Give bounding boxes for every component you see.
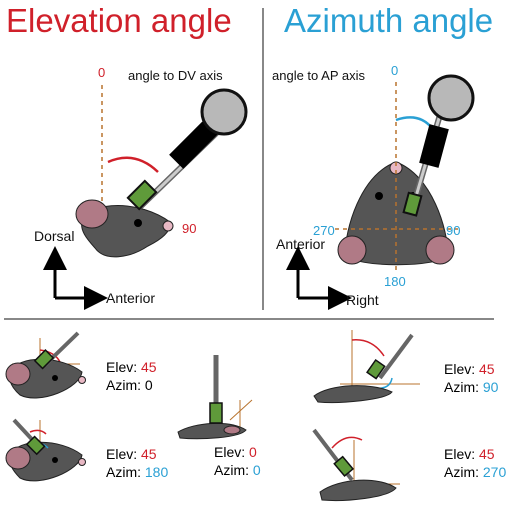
elev-label: Elev: — [106, 446, 138, 462]
elevation-zero-label: 0 — [98, 65, 106, 80]
elev-value: 45 — [141, 446, 157, 462]
azim-value: 0 — [144, 377, 153, 393]
azimuth-panel-art — [286, 74, 475, 310]
azimuth-zero-label: 0 — [391, 63, 399, 78]
azim-label: Azim: — [444, 379, 479, 395]
panel-divider-vertical — [262, 8, 264, 310]
elev-value: 0 — [249, 444, 257, 460]
elevation-title: Elevation angle — [6, 2, 232, 39]
elevation-panel-art — [43, 85, 248, 310]
azimuth-two-seventy-label: 270 — [313, 223, 335, 238]
example-3-labels: Elev: 0 Azim: 0 — [214, 443, 261, 479]
elev-label: Elev: — [444, 446, 476, 462]
elev-label: Elev: — [444, 361, 476, 377]
example-4-art — [313, 330, 420, 403]
probe-manipulator-azimuth-icon — [402, 74, 475, 217]
azimuth-ninety-label: 90 — [446, 223, 461, 238]
example-4-labels: Elev: 45 Azim: 90 — [444, 360, 498, 396]
mouse-head-side-icon — [75, 199, 174, 258]
right-label: Right — [346, 292, 379, 308]
elev-label: Elev: — [214, 444, 246, 460]
elevation-arc — [107, 156, 159, 173]
azimuth-anterior-label: Anterior — [276, 236, 326, 252]
azim-value: 180 — [144, 464, 169, 480]
elev-label: Elev: — [106, 359, 138, 375]
dorsal-label: Dorsal — [34, 228, 75, 244]
azim-label: Azim: — [106, 377, 141, 393]
example-2-labels: Elev: 45 Azim: 180 — [106, 445, 168, 481]
probe-manipulator-icon — [126, 88, 248, 211]
example-3-art — [177, 355, 253, 440]
dorsal-anterior-axes-icon — [43, 246, 108, 310]
example-2-art — [5, 418, 86, 482]
elevation-reference-label: angle to DV axis — [128, 68, 223, 83]
anterior-label: Anterior — [106, 290, 156, 306]
azimuth-one-eighty-label: 180 — [384, 274, 406, 289]
elevation-ninety-label: 90 — [182, 221, 197, 236]
example-5-labels: Elev: 45 Azim: 270 — [444, 445, 506, 481]
azim-value: 90 — [482, 379, 499, 395]
azim-value: 0 — [252, 462, 261, 478]
azim-label: Azim: — [214, 462, 249, 478]
panel-divider-horizontal — [4, 318, 494, 320]
azimuth-title: Azimuth angle — [284, 2, 494, 39]
example-5-art — [312, 428, 400, 501]
azim-label: Azim: — [106, 464, 141, 480]
azim-label: Azim: — [444, 464, 479, 480]
elev-value: 45 — [479, 446, 495, 462]
example-1-labels: Elev: 45 Azim: 0 — [106, 358, 157, 394]
example-1-art — [5, 331, 86, 399]
elev-value: 45 — [479, 361, 495, 377]
azimuth-reference-label: angle to AP axis — [272, 68, 365, 83]
elev-value: 45 — [141, 359, 157, 375]
azim-value: 270 — [482, 464, 507, 480]
anterior-right-axes-icon — [286, 246, 352, 310]
